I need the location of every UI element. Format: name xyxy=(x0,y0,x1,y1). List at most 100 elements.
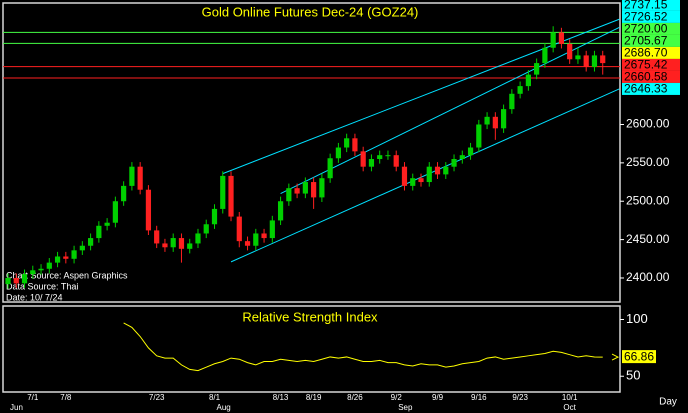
price-label: 2660.58 xyxy=(624,70,668,84)
candle-body xyxy=(203,224,209,234)
annotation: Date: 10/ 7/24 xyxy=(6,292,63,302)
candle-body xyxy=(517,86,523,94)
candle-body xyxy=(121,185,127,202)
y-tick-label: 100 xyxy=(626,311,648,326)
price-label-box xyxy=(622,22,680,35)
candle-body xyxy=(269,220,275,239)
trendline xyxy=(230,88,620,263)
candle-body xyxy=(426,166,432,183)
candle-body xyxy=(368,159,375,167)
candle-body xyxy=(178,238,185,249)
candle-body xyxy=(335,147,341,159)
price-label: 2675.42 xyxy=(624,58,668,72)
candle-body xyxy=(187,243,193,249)
x-tick-label: 7/1 xyxy=(27,393,39,402)
candle-body xyxy=(261,233,267,239)
candle-body xyxy=(195,233,201,244)
candle-body xyxy=(583,55,589,67)
y-tick-label: 2400.00 xyxy=(626,270,670,284)
candle-body xyxy=(244,241,251,246)
y-tick-label: 2450.00 xyxy=(626,232,670,246)
month-label: Sep xyxy=(398,403,413,412)
candle-body xyxy=(327,158,333,179)
candle-body xyxy=(30,270,36,275)
candle-body xyxy=(63,256,69,259)
price-label: 2686.70 xyxy=(624,46,668,60)
candle-body xyxy=(467,147,474,156)
candle-body xyxy=(534,63,540,75)
price-label-box xyxy=(622,46,680,59)
candle-body xyxy=(410,178,416,186)
candle-body xyxy=(600,55,606,64)
candle-body xyxy=(79,245,85,251)
candle-body xyxy=(46,262,52,269)
candle-body xyxy=(145,189,152,231)
y-tick-label: 2600.00 xyxy=(626,117,670,131)
candle-body xyxy=(253,233,259,246)
candle-body xyxy=(484,116,490,125)
candle-body xyxy=(509,93,515,110)
candle-body xyxy=(418,178,424,183)
candle-body xyxy=(492,116,498,129)
candle-body xyxy=(451,159,457,167)
y-tick-label: 2550.00 xyxy=(626,155,670,169)
candle-body xyxy=(88,238,94,246)
x-tick-label: 10/1 xyxy=(562,393,578,402)
candle-body xyxy=(154,230,160,244)
month-label: Aug xyxy=(217,403,231,412)
candle-body xyxy=(294,188,300,194)
candle-body xyxy=(393,155,399,167)
price-panel-frame xyxy=(2,2,621,303)
candle-body xyxy=(96,225,102,239)
interval-label: Day xyxy=(659,397,677,408)
candle-body xyxy=(575,55,581,60)
candle-body xyxy=(170,238,176,248)
candle-body xyxy=(501,109,507,129)
candle-body xyxy=(344,138,350,148)
candle-body xyxy=(112,201,118,223)
candle-body xyxy=(228,175,234,217)
chart-title: Gold Online Futures Dec-24 (GOZ24) xyxy=(202,4,419,19)
candle-body xyxy=(5,277,11,285)
candle-body xyxy=(401,166,408,186)
candle-body xyxy=(104,222,110,226)
x-tick-label: 9/16 xyxy=(471,393,487,402)
price-label: 2646.33 xyxy=(624,82,668,96)
candle-body xyxy=(162,243,168,248)
y-tick-label: 2500.00 xyxy=(626,193,670,207)
candle-body xyxy=(38,268,44,271)
candle-body xyxy=(567,43,573,60)
month-label: Jun xyxy=(10,403,23,412)
candle-body xyxy=(550,32,556,48)
candle-body xyxy=(21,274,28,284)
candle-body xyxy=(443,166,449,175)
candle-body xyxy=(434,166,441,175)
y-tick-label: 50 xyxy=(626,368,640,383)
candle-body xyxy=(542,47,548,64)
rsi-title: Relative Strength Index xyxy=(242,309,378,324)
last-value-arrow xyxy=(611,353,620,361)
x-tick-label: 9/23 xyxy=(512,393,528,402)
candle-body xyxy=(459,155,465,160)
x-tick-label: 9/2 xyxy=(391,393,403,402)
x-tick-label: 7/23 xyxy=(149,393,165,402)
candle-body xyxy=(377,155,383,160)
price-label-box xyxy=(622,70,680,83)
price-label-box xyxy=(622,82,680,95)
candle-body xyxy=(13,277,19,284)
price-label-box xyxy=(622,58,680,71)
rsi-line xyxy=(123,322,603,372)
x-tick-label: 9/9 xyxy=(432,393,444,402)
rsi-panel-frame xyxy=(2,305,621,393)
price-label-box xyxy=(622,34,680,47)
price-label: 2720.00 xyxy=(624,22,668,36)
candle-body xyxy=(385,155,391,157)
price-label-box xyxy=(622,0,680,11)
candle-body xyxy=(591,55,598,67)
price-label: 2705.67 xyxy=(624,34,668,48)
candle-body xyxy=(476,124,482,148)
price-label: 2737.15 xyxy=(624,0,668,12)
candle-body xyxy=(277,201,284,221)
candle-body xyxy=(311,182,317,198)
